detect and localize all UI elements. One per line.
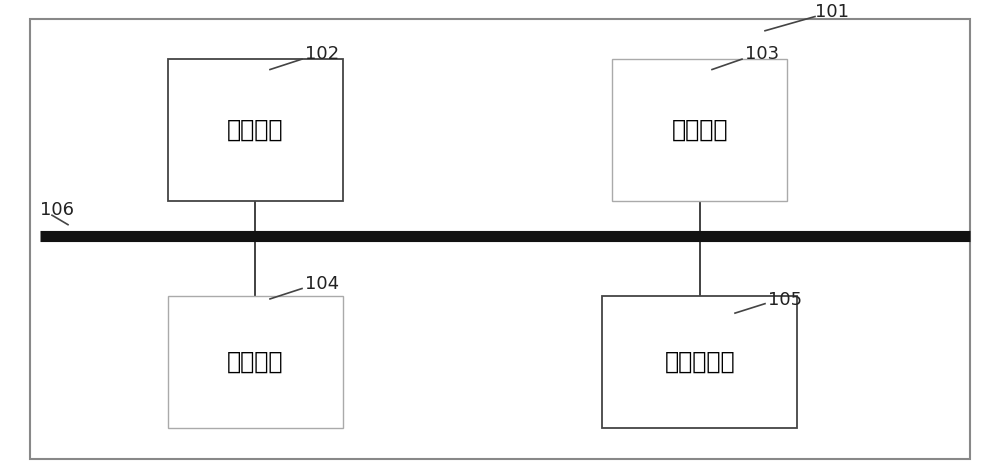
Text: 拍摄模组: 拍摄模组 xyxy=(672,118,728,142)
Text: 106: 106 xyxy=(40,201,74,219)
Text: 102: 102 xyxy=(305,45,339,63)
Text: 区块链模组: 区块链模组 xyxy=(665,350,735,374)
Bar xyxy=(168,296,342,428)
Text: 解析模组: 解析模组 xyxy=(227,350,283,374)
Bar xyxy=(612,59,787,201)
Bar xyxy=(602,296,797,428)
Text: 104: 104 xyxy=(305,275,339,293)
Text: 103: 103 xyxy=(745,45,779,63)
Bar xyxy=(168,59,342,201)
Text: 101: 101 xyxy=(815,3,849,21)
Text: 解锁模组: 解锁模组 xyxy=(227,118,283,142)
Text: 105: 105 xyxy=(768,291,802,309)
